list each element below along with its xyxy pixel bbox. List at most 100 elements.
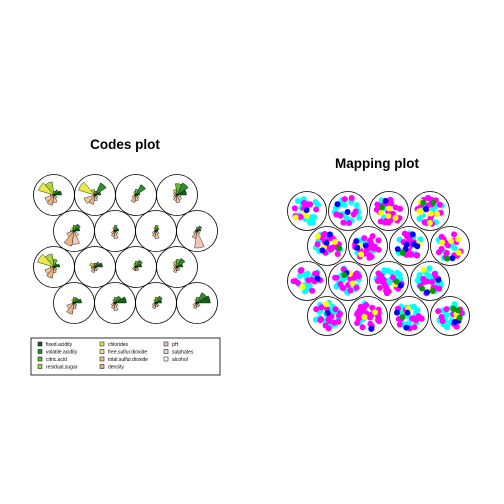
codes-wedge-sulphates xyxy=(155,302,160,307)
mapping-point xyxy=(386,205,393,212)
mapping-unit-9 xyxy=(287,261,327,301)
codes-wedge-citric.acid xyxy=(175,259,181,268)
mapping-unit-circle xyxy=(307,226,347,266)
codes-wedge-volatile.acidity xyxy=(114,295,122,304)
mapping-point xyxy=(341,196,348,203)
legend-swatch-density xyxy=(99,364,105,369)
codes-wedge-pH xyxy=(72,302,77,309)
codes-wedge-density xyxy=(172,266,178,273)
mapping-unit-circle xyxy=(430,226,470,266)
mapping-unit-12 xyxy=(410,261,450,301)
mapping-plot-grid xyxy=(287,191,470,336)
codes-unit-circle xyxy=(176,282,218,324)
codes-wedge-volatile.acidity xyxy=(73,223,81,232)
codes-wedge-volatile.acidity xyxy=(135,259,143,268)
codes-wedge-density xyxy=(151,302,157,309)
mapping-point xyxy=(352,208,359,215)
legend-label-free.sulfur.dioxide: free.sulfur.dioxide xyxy=(108,350,147,356)
codes-unit-circle xyxy=(176,210,218,252)
mapping-point xyxy=(420,266,427,273)
mapping-point xyxy=(392,214,399,221)
mapping-unit-2 xyxy=(328,191,368,231)
legend-label-total.sulfur.dioxide: total.sulfur.dioxide xyxy=(108,357,148,363)
mapping-point xyxy=(428,210,435,217)
mapping-unit-circle xyxy=(287,261,327,301)
codes-unit-10 xyxy=(74,246,116,288)
codes-unit-6 xyxy=(94,210,136,252)
mapping-point xyxy=(394,246,401,253)
mapping-point xyxy=(448,238,455,245)
mapping-unit-11 xyxy=(369,261,409,301)
codes-unit-15 xyxy=(135,282,177,324)
mapping-point xyxy=(299,283,306,290)
mapping-point xyxy=(348,195,355,202)
codes-wedge-sulphates xyxy=(73,230,80,237)
mapping-point xyxy=(294,198,301,205)
codes-wedge-volatile.acidity xyxy=(196,292,207,304)
mapping-point xyxy=(366,254,373,261)
codes-wedge-density xyxy=(66,302,75,315)
codes-wedge-volatile.acidity xyxy=(94,182,107,196)
mapping-point xyxy=(424,289,431,296)
mapping-point xyxy=(323,239,330,246)
legend-label-alcohol: alcohol xyxy=(172,357,188,363)
mapping-point xyxy=(356,214,363,221)
mapping-point xyxy=(436,201,443,208)
codes-unit-7 xyxy=(135,210,177,252)
mapping-point xyxy=(376,275,383,282)
mapping-point xyxy=(334,251,341,257)
mapping-point xyxy=(323,301,330,308)
legend-label-fixed.acidity: fixed.acidity xyxy=(46,342,73,348)
mapping-point xyxy=(356,311,363,318)
mapping-point xyxy=(297,213,304,220)
codes-wedge-pH xyxy=(71,230,80,245)
legend-swatch-residual.sugar xyxy=(37,364,43,369)
mapping-unit-circle xyxy=(369,261,409,301)
codes-wedge-citric.acid xyxy=(175,183,183,196)
mapping-point xyxy=(318,304,325,311)
legend-swatch-free.sulfur.dioxide xyxy=(99,349,105,354)
mapping-unit-3 xyxy=(369,191,409,231)
mapping-unit-1 xyxy=(287,191,327,231)
legend-swatch-chlorides xyxy=(99,341,105,347)
codes-wedge-density xyxy=(46,266,55,279)
codes-wedge-sulphates xyxy=(53,194,58,199)
mapping-point xyxy=(399,313,406,320)
mapping-point xyxy=(370,245,377,252)
codes-unit-14 xyxy=(94,282,136,324)
mapping-unit-6 xyxy=(348,226,388,266)
mapping-point xyxy=(449,255,456,262)
legend-swatch-volatile.acidity xyxy=(37,349,43,354)
codes-wedge-volatile.acidity xyxy=(155,295,163,304)
mapping-point xyxy=(431,270,438,277)
mapping-point xyxy=(369,304,376,311)
mapping-point xyxy=(411,324,418,331)
codes-wedge-alcohol xyxy=(73,302,77,305)
codes-wedge-pH xyxy=(154,230,160,239)
legend-swatch-alcohol xyxy=(163,356,169,362)
mapping-point xyxy=(439,239,446,246)
mapping-point xyxy=(307,219,314,226)
mapping-point xyxy=(374,201,381,208)
mapping-point xyxy=(331,238,338,245)
codes-wedge-alcohol xyxy=(135,194,139,197)
mapping-point xyxy=(337,212,344,219)
mapping-point xyxy=(409,231,416,238)
mapping-point xyxy=(385,212,392,219)
codes-wedge-sulphates xyxy=(114,302,119,307)
mapping-point xyxy=(327,246,334,253)
legend-swatch-citric.acid xyxy=(37,356,43,362)
mapping-point xyxy=(382,197,389,204)
codes-wedge-alcohol xyxy=(196,230,200,233)
mapping-point xyxy=(443,249,450,256)
codes-plot-title: Codes plot xyxy=(90,137,160,152)
mapping-point xyxy=(426,219,433,226)
legend-label-chlorides: chlorides xyxy=(108,342,129,348)
mapping-point xyxy=(362,242,369,249)
mapping-point xyxy=(443,306,450,313)
mapping-point xyxy=(344,208,351,215)
mapping-point xyxy=(396,321,403,328)
mapping-point xyxy=(375,237,382,244)
mapping-point xyxy=(356,307,363,314)
mapping-point xyxy=(314,241,321,248)
